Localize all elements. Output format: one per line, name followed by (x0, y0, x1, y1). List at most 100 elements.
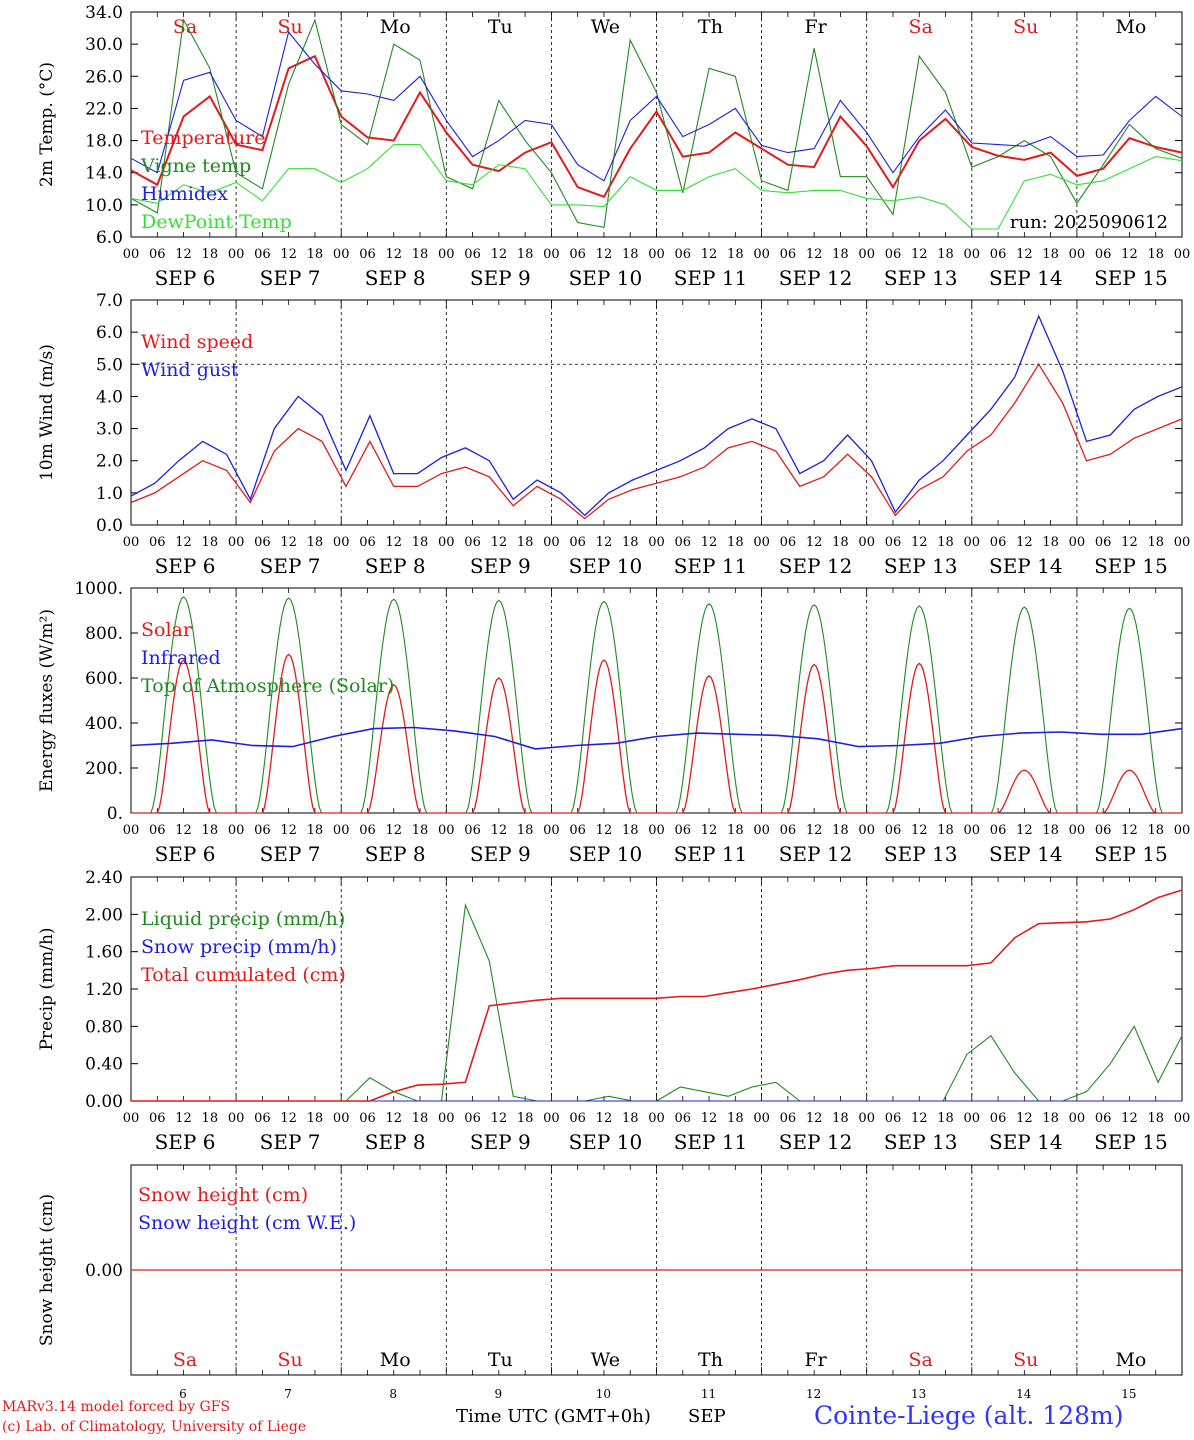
y-tick-label: 0.00 (85, 1261, 123, 1281)
hour-label: 12 (806, 247, 823, 262)
panel-frame (130, 299, 1183, 526)
day-number: 8 (389, 1387, 397, 1401)
series-line-infrared (130, 726, 1183, 750)
series-line-total-cumulated-cm- (131, 889, 1183, 1102)
hour-label: 00 (648, 1111, 665, 1126)
day-abbr-top: Mo (380, 16, 411, 38)
y-tick-label: 2.00 (85, 905, 123, 925)
hour-label: 00 (123, 1111, 140, 1126)
hour-label: 00 (228, 247, 245, 262)
hour-label: 06 (464, 535, 481, 550)
hour-label: 12 (701, 247, 718, 262)
hour-label: 00 (964, 247, 981, 262)
hour-label: 18 (622, 1111, 639, 1126)
hour-label: 12 (1016, 1111, 1033, 1126)
y-tick-label: 600. (85, 669, 123, 689)
hour-label: 12 (701, 823, 718, 838)
hour-label: 00 (1174, 247, 1191, 262)
date-label: SEP 9 (470, 554, 531, 578)
date-label: SEP 14 (989, 1130, 1063, 1154)
series-line-wind-gust (130, 314, 1183, 517)
hour-label: 18 (1042, 823, 1059, 838)
y-tick-label: 3.0 (96, 420, 123, 440)
hour-label: 18 (517, 247, 534, 262)
hour-label: 18 (937, 247, 954, 262)
day-abbr-bottom: We (591, 1349, 620, 1371)
legend-entry-2-0: Solar (141, 619, 193, 641)
hour-label: 06 (254, 535, 271, 550)
date-label: SEP 11 (674, 1130, 748, 1154)
hour-label: 00 (438, 1111, 455, 1126)
hour-label: 06 (885, 535, 902, 550)
hour-label: 12 (175, 535, 192, 550)
y-tick-label: 800. (85, 624, 123, 644)
hour-label: 00 (1174, 823, 1191, 838)
hour-label: 06 (990, 823, 1007, 838)
y-tick-label: 0.0 (96, 516, 123, 536)
hour-label: 06 (885, 247, 902, 262)
hour-label: 18 (622, 535, 639, 550)
hour-label: 12 (806, 823, 823, 838)
hour-label: 12 (280, 247, 297, 262)
hour-label: 18 (727, 535, 744, 550)
hour-label: 06 (149, 1111, 166, 1126)
month-label: SEP (688, 1406, 726, 1427)
series-line-humidex (130, 30, 1183, 182)
hour-label: 18 (937, 823, 954, 838)
date-label: SEP 7 (260, 1130, 321, 1154)
date-label: SEP 12 (779, 842, 853, 866)
day-abbr-top: Sa (909, 16, 933, 38)
hour-label: 00 (858, 1111, 875, 1126)
legend-entry-2-1: Infrared (141, 647, 221, 669)
date-label: SEP 14 (989, 554, 1063, 578)
day-number: 12 (806, 1387, 821, 1401)
date-label: SEP 11 (674, 554, 748, 578)
hour-label: 06 (254, 823, 271, 838)
day-abbr-bottom: Mo (380, 1349, 411, 1371)
hour-label: 06 (569, 247, 586, 262)
hour-label: 12 (1121, 1111, 1138, 1126)
y-tick-label: 4.0 (96, 387, 123, 407)
hour-label: 12 (596, 535, 613, 550)
legend-entry-3-0: Liquid precip (mm/h) (141, 908, 345, 930)
legend-entry-0-3: DewPoint Temp (141, 211, 292, 233)
legend-entry-0-0: Temperature (141, 127, 265, 149)
date-label: SEP 11 (674, 266, 748, 290)
y-axis-label: 10m Wind (m/s) (37, 344, 57, 481)
model-credit: MARv3.14 model forced by GFS (2, 1399, 231, 1415)
hour-label: 12 (280, 823, 297, 838)
day-abbr-top: Tu (488, 16, 513, 38)
day-number: 10 (596, 1387, 611, 1401)
hour-label: 18 (832, 823, 849, 838)
y-tick-label: 0.80 (85, 1017, 123, 1037)
y-tick-label: 200. (85, 759, 123, 779)
series-line-wind-speed (130, 363, 1183, 520)
date-label: SEP 8 (365, 554, 426, 578)
y-tick-label: 0.40 (85, 1055, 123, 1075)
day-number: 9 (494, 1387, 502, 1401)
date-label: SEP 9 (470, 842, 531, 866)
hour-label: 18 (202, 247, 219, 262)
y-tick-label: 14.0 (85, 164, 123, 184)
hour-label: 18 (1042, 535, 1059, 550)
hour-label: 06 (464, 823, 481, 838)
hour-label: 06 (780, 823, 797, 838)
date-label: SEP 13 (884, 1130, 958, 1154)
hour-label: 12 (1016, 535, 1033, 550)
legend-entry-3-2: Total cumulated (cm) (141, 964, 346, 986)
legend-entry-4-1: Snow height (cm W.E.) (138, 1212, 356, 1234)
date-label: SEP 6 (155, 266, 216, 290)
date-label: SEP 15 (1094, 266, 1168, 290)
legend-entry-3-1: Snow precip (mm/h) (141, 936, 337, 958)
hour-label: 18 (517, 823, 534, 838)
hour-label: 00 (123, 247, 140, 262)
y-tick-label: 0.00 (85, 1092, 123, 1112)
hour-label: 00 (1069, 247, 1086, 262)
hour-label: 00 (858, 823, 875, 838)
hour-label: 06 (675, 247, 692, 262)
day-abbr-top: Su (1013, 16, 1038, 38)
day-abbr-bottom: Mo (1115, 1349, 1146, 1371)
lab-credit: (c) Lab. of Climatology, University of L… (2, 1419, 307, 1435)
y-axis-label: Precip (mm/h) (37, 927, 57, 1050)
legend-entry-2-2: Top of Atmosphere (Solar) (141, 675, 394, 697)
